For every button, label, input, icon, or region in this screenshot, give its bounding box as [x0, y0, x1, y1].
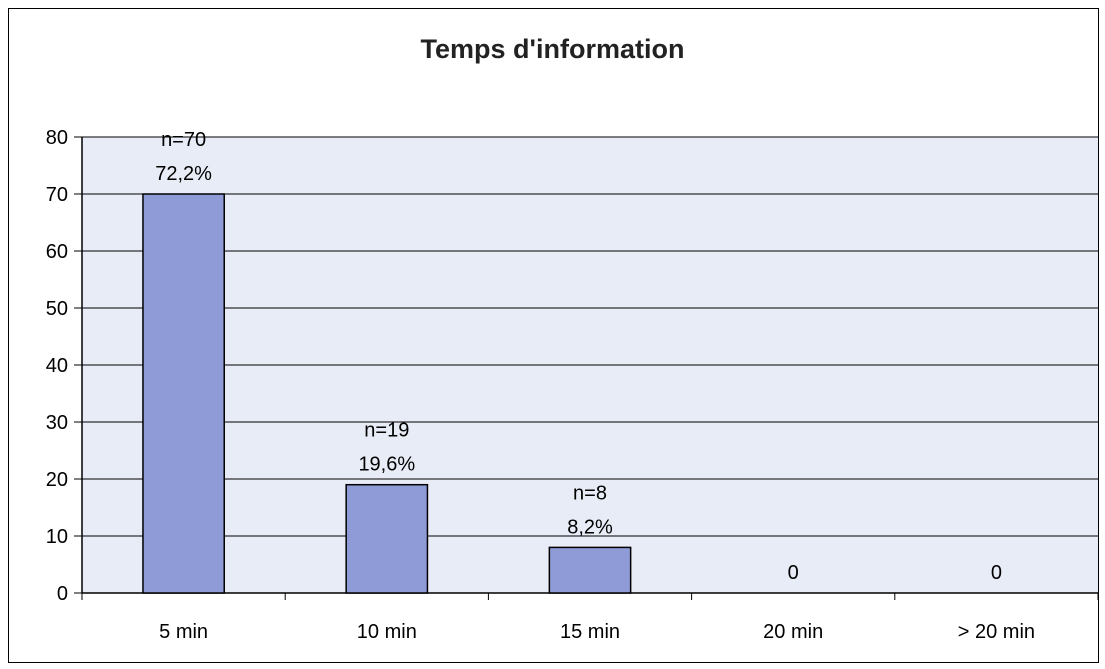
- bar-3: [548, 546, 632, 594]
- bar-2: [345, 483, 429, 594]
- y-tick-label: 20: [46, 469, 68, 491]
- data-label: 0: [788, 562, 799, 584]
- x-tick-label: 5 min: [159, 621, 208, 643]
- x-tick-label: 10 min: [357, 621, 417, 643]
- data-label: n=70: [161, 129, 206, 151]
- data-label: 19,6%: [358, 454, 415, 476]
- x-tick-label: 15 min: [560, 621, 620, 643]
- data-label: 8,2%: [567, 516, 613, 538]
- data-label: n=19: [364, 420, 409, 442]
- data-label: 72,2%: [155, 163, 212, 185]
- y-tick-label: 0: [57, 583, 68, 605]
- x-tick-label: 20 min: [763, 621, 823, 643]
- y-tick-label: 40: [46, 355, 68, 377]
- chart-title: Temps d'information: [420, 34, 685, 64]
- y-tick-label: 30: [46, 412, 68, 434]
- bar-1: [142, 193, 225, 594]
- y-tick-label: 70: [46, 184, 68, 206]
- y-tick-label: 60: [46, 241, 68, 263]
- y-tick-label: 80: [46, 127, 68, 149]
- y-tick-label: 10: [46, 526, 68, 548]
- data-label: 0: [991, 562, 1002, 584]
- y-tick-label: 50: [46, 298, 68, 320]
- x-tick-label: > 20 min: [958, 621, 1035, 643]
- data-label: n=8: [573, 482, 607, 504]
